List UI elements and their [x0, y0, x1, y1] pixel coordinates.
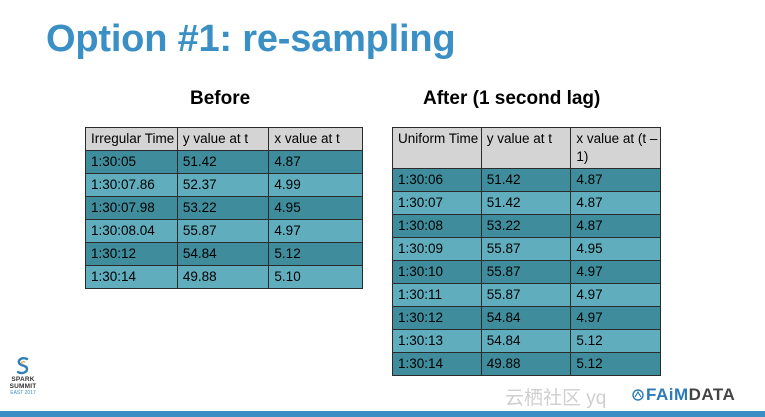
table-row: 1:30:13 54.84 5.12: [392, 329, 661, 353]
table-cell: 51.42: [176, 150, 270, 174]
table-row: 1:30:12 54.84 4.97: [392, 306, 661, 330]
table-cell: 1:30:05: [85, 150, 178, 174]
column-header: Irregular Time: [85, 127, 178, 151]
table-cell: 1:30:07: [392, 191, 482, 215]
table-cell: 4.87: [570, 214, 661, 238]
table-cell: 52.37: [176, 173, 270, 197]
table-cell: 55.87: [176, 219, 270, 243]
table-cell: 4.99: [268, 173, 363, 197]
table-cell: 1:30:12: [85, 242, 178, 266]
logo-line-spark: SPARK: [11, 376, 35, 383]
faim-data-logo: FAiMDATA: [632, 385, 735, 405]
table-cell: 4.95: [570, 237, 661, 261]
logo-line-summit: SUMMIT: [9, 383, 37, 390]
table-cell: 53.22: [480, 214, 572, 238]
after-heading: After (1 second lag): [423, 88, 601, 109]
table-cell: 53.22: [176, 196, 270, 220]
table-cell: 54.84: [480, 306, 572, 330]
column-header: y value at t: [480, 127, 572, 169]
spark-logo-icon: [16, 357, 29, 375]
table-header-row: Uniform Time y value at t x value at (t …: [392, 127, 661, 169]
table-cell: 1:30:08.04: [85, 219, 178, 243]
table-cell: 5.12: [570, 329, 661, 353]
table-cell: 55.87: [480, 237, 572, 261]
column-header: y value at t: [176, 127, 270, 151]
table-row: 1:30:12 54.84 5.12: [85, 242, 363, 266]
table-cell: 1:30:09: [392, 237, 482, 261]
bottom-rule: [0, 411, 765, 417]
table-cell: 4.87: [570, 168, 661, 192]
table-cell: 4.97: [268, 219, 363, 243]
table-cell: 1:30:12: [392, 306, 482, 330]
table-row: 1:30:09 55.87 4.95: [392, 237, 661, 261]
column-header: x value at (t – 1): [570, 127, 661, 169]
slide-title: Option #1: re-sampling: [46, 18, 456, 60]
brand-faim: FAiM: [646, 385, 689, 404]
table-cell: 54.84: [176, 242, 270, 266]
table-cell: 1:30:08: [392, 214, 482, 238]
table-cell: 4.97: [570, 306, 661, 330]
table-cell: 55.87: [480, 260, 572, 284]
table-cell: 4.87: [570, 191, 661, 215]
table-row: 1:30:08.04 55.87 4.97: [85, 219, 363, 243]
faim-logo-icon: [632, 389, 644, 401]
table-cell: 1:30:14: [392, 352, 482, 376]
table-cell: 1:30:06: [392, 168, 482, 192]
table-cell: 4.87: [268, 150, 363, 174]
table-row: 1:30:14 49.88 5.12: [392, 352, 661, 376]
table-cell: 51.42: [480, 191, 572, 215]
table-row: 1:30:08 53.22 4.87: [392, 214, 661, 238]
table-cell: 49.88: [480, 352, 572, 376]
table-row: 1:30:07.98 53.22 4.95: [85, 196, 363, 220]
spark-summit-logo: SPARK SUMMIT EAST 2017: [6, 356, 40, 396]
table-cell: 54.84: [480, 329, 572, 353]
after-table: Uniform Time y value at t x value at (t …: [392, 127, 661, 376]
table-cell: 1:30:13: [392, 329, 482, 353]
table-cell: 5.12: [570, 352, 661, 376]
table-row: 1:30:11 55.87 4.97: [392, 283, 661, 307]
table-cell: 55.87: [480, 283, 572, 307]
table-cell: 1:30:07.86: [85, 173, 178, 197]
table-cell: 5.12: [268, 242, 363, 266]
table-cell: 4.95: [268, 196, 363, 220]
logo-line-event: EAST 2017: [10, 390, 36, 396]
table-cell: 49.88: [176, 265, 270, 289]
column-header: x value at t: [268, 127, 363, 151]
table-cell: 4.97: [570, 283, 661, 307]
table-row: 1:30:10 55.87 4.97: [392, 260, 661, 284]
table-cell: 1:30:11: [392, 283, 482, 307]
column-header: Uniform Time: [392, 127, 482, 169]
before-table: Irregular Time y value at t x value at t…: [85, 127, 363, 289]
table-row: 1:30:06 51.42 4.87: [392, 168, 661, 192]
table-row: 1:30:14 49.88 5.10: [85, 265, 363, 289]
table-cell: 4.97: [570, 260, 661, 284]
table-cell: 5.10: [268, 265, 363, 289]
table-cell: 51.42: [480, 168, 572, 192]
table-header-row: Irregular Time y value at t x value at t: [85, 127, 363, 151]
table-cell: 1:30:07.98: [85, 196, 178, 220]
brand-data: DATA: [688, 385, 736, 404]
watermark-text: 云栖社区 yq: [505, 388, 607, 409]
table-cell: 1:30:10: [392, 260, 482, 284]
table-row: 1:30:07.86 52.37 4.99: [85, 173, 363, 197]
table-row: 1:30:07 51.42 4.87: [392, 191, 661, 215]
table-cell: 1:30:14: [85, 265, 178, 289]
table-row: 1:30:05 51.42 4.87: [85, 150, 363, 174]
before-heading: Before: [190, 88, 251, 109]
